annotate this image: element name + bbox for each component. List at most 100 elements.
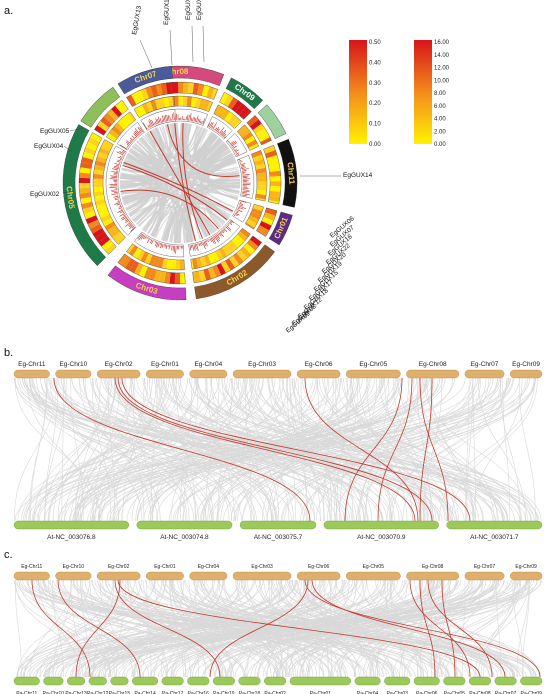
heat-cell-outer xyxy=(126,94,137,107)
heat-cell-outer xyxy=(80,162,92,169)
gene-label: EgGUX14 xyxy=(343,172,373,179)
histogram-bar xyxy=(239,204,244,207)
histogram-bar xyxy=(211,125,214,129)
histogram-bar xyxy=(129,137,134,141)
heat-cell-outer xyxy=(80,197,92,204)
heat-cell-inner xyxy=(124,113,134,125)
heat-cell-inner xyxy=(190,259,194,270)
heat-cell-inner xyxy=(256,181,267,187)
collinear-link xyxy=(207,191,239,209)
heat-cell-outer xyxy=(239,106,251,119)
top-chromosome-label: Eg-Chr09 xyxy=(512,361,540,368)
synteny-link xyxy=(118,579,338,678)
gene-label: EgGUX11 xyxy=(185,0,192,20)
heat-cell-inner xyxy=(234,234,245,245)
synteny-link xyxy=(480,579,516,678)
legend-tick: 8.00 xyxy=(434,91,446,97)
histogram-bar xyxy=(216,234,220,239)
heat-cell-outer xyxy=(85,141,98,151)
track-outline xyxy=(126,82,174,107)
heat-cell-outer xyxy=(90,223,103,234)
histogram-bar xyxy=(147,127,149,129)
histogram-bar xyxy=(217,131,220,134)
histogram-bar xyxy=(111,190,118,193)
heat-cell-outer xyxy=(236,249,248,262)
histogram-bar xyxy=(223,228,228,233)
synteny-link xyxy=(334,579,541,678)
heat-cell-inner xyxy=(233,120,242,129)
heat-cell-inner xyxy=(203,254,212,266)
heat-cell-inner xyxy=(252,154,264,162)
synteny-link xyxy=(256,579,442,678)
histogram-bar xyxy=(119,156,123,158)
histogram-bar xyxy=(207,123,211,127)
histogram-bar xyxy=(126,140,131,145)
histogram-bar xyxy=(116,203,121,206)
heat-cell-inner xyxy=(246,139,258,149)
heat-cell-outer xyxy=(268,200,280,204)
synteny-link xyxy=(291,579,504,678)
synteny-link xyxy=(275,579,481,678)
synteny-link xyxy=(427,579,457,678)
gux-link xyxy=(441,579,456,678)
heat-cell-inner xyxy=(255,167,267,174)
top-chromosome-label: Eg-Chr02 xyxy=(108,564,130,570)
heat-cell-outer xyxy=(267,160,280,168)
collinear-link xyxy=(120,172,194,242)
top-chromosome-bar xyxy=(296,571,341,581)
heat-cell-inner xyxy=(102,217,114,227)
synteny-link xyxy=(281,579,360,678)
histogram-bar xyxy=(239,203,244,205)
synteny-link xyxy=(29,377,443,522)
bottom-chromosome-label: Pa-Chr19 xyxy=(213,691,235,694)
heat-cell-outer xyxy=(101,239,114,251)
gux-link xyxy=(117,579,481,678)
heat-cell-inner xyxy=(95,156,107,164)
histogram-bar xyxy=(118,162,121,164)
synteny-link xyxy=(243,377,368,522)
heat-cell-outer xyxy=(104,243,117,255)
heat-cell-outer xyxy=(216,263,226,276)
synteny-link xyxy=(99,579,125,678)
heat-cell-inner xyxy=(158,97,166,109)
synteny-link xyxy=(93,377,385,522)
heat-cell-outer xyxy=(81,201,94,210)
heat-cell-inner xyxy=(237,231,248,242)
heat-cell-outer xyxy=(223,94,234,107)
heat-cell-outer xyxy=(255,127,268,138)
histogram-bar xyxy=(218,232,222,237)
histogram-bar xyxy=(240,163,246,166)
histogram-bar xyxy=(236,154,240,156)
histogram-bar xyxy=(172,245,174,251)
synteny-link xyxy=(194,377,403,522)
bottom-chromosome-bar xyxy=(136,520,233,530)
legend-tick: 0.50 xyxy=(369,40,381,46)
heat-cell-outer xyxy=(150,85,159,97)
synteny-link xyxy=(461,579,466,678)
histogram-bar xyxy=(222,229,225,232)
heat-cell-inner xyxy=(144,253,153,265)
histogram-bar xyxy=(128,223,132,227)
heat-cell-outer xyxy=(172,82,179,94)
synteny-link xyxy=(287,579,537,678)
synteny-link xyxy=(188,377,539,522)
histogram-bar xyxy=(155,241,159,248)
histogram-bar xyxy=(116,201,120,203)
synteny-link xyxy=(52,579,64,678)
synteny-link xyxy=(205,377,276,522)
synteny-link xyxy=(18,579,150,678)
histogram-bar xyxy=(164,244,167,248)
synteny-link xyxy=(77,377,231,522)
synteny-link xyxy=(154,579,192,678)
circos-links xyxy=(119,122,241,244)
duplication-link xyxy=(149,130,211,236)
heat-cell-inner xyxy=(206,101,213,112)
heat-cell-inner xyxy=(115,234,126,245)
heat-cell-inner xyxy=(192,258,199,269)
histogram-bar xyxy=(151,239,154,245)
heat-cell-outer xyxy=(79,192,92,199)
histogram-bar xyxy=(242,189,250,191)
heat-cell-inner xyxy=(251,208,263,216)
synteny-link xyxy=(98,377,207,522)
